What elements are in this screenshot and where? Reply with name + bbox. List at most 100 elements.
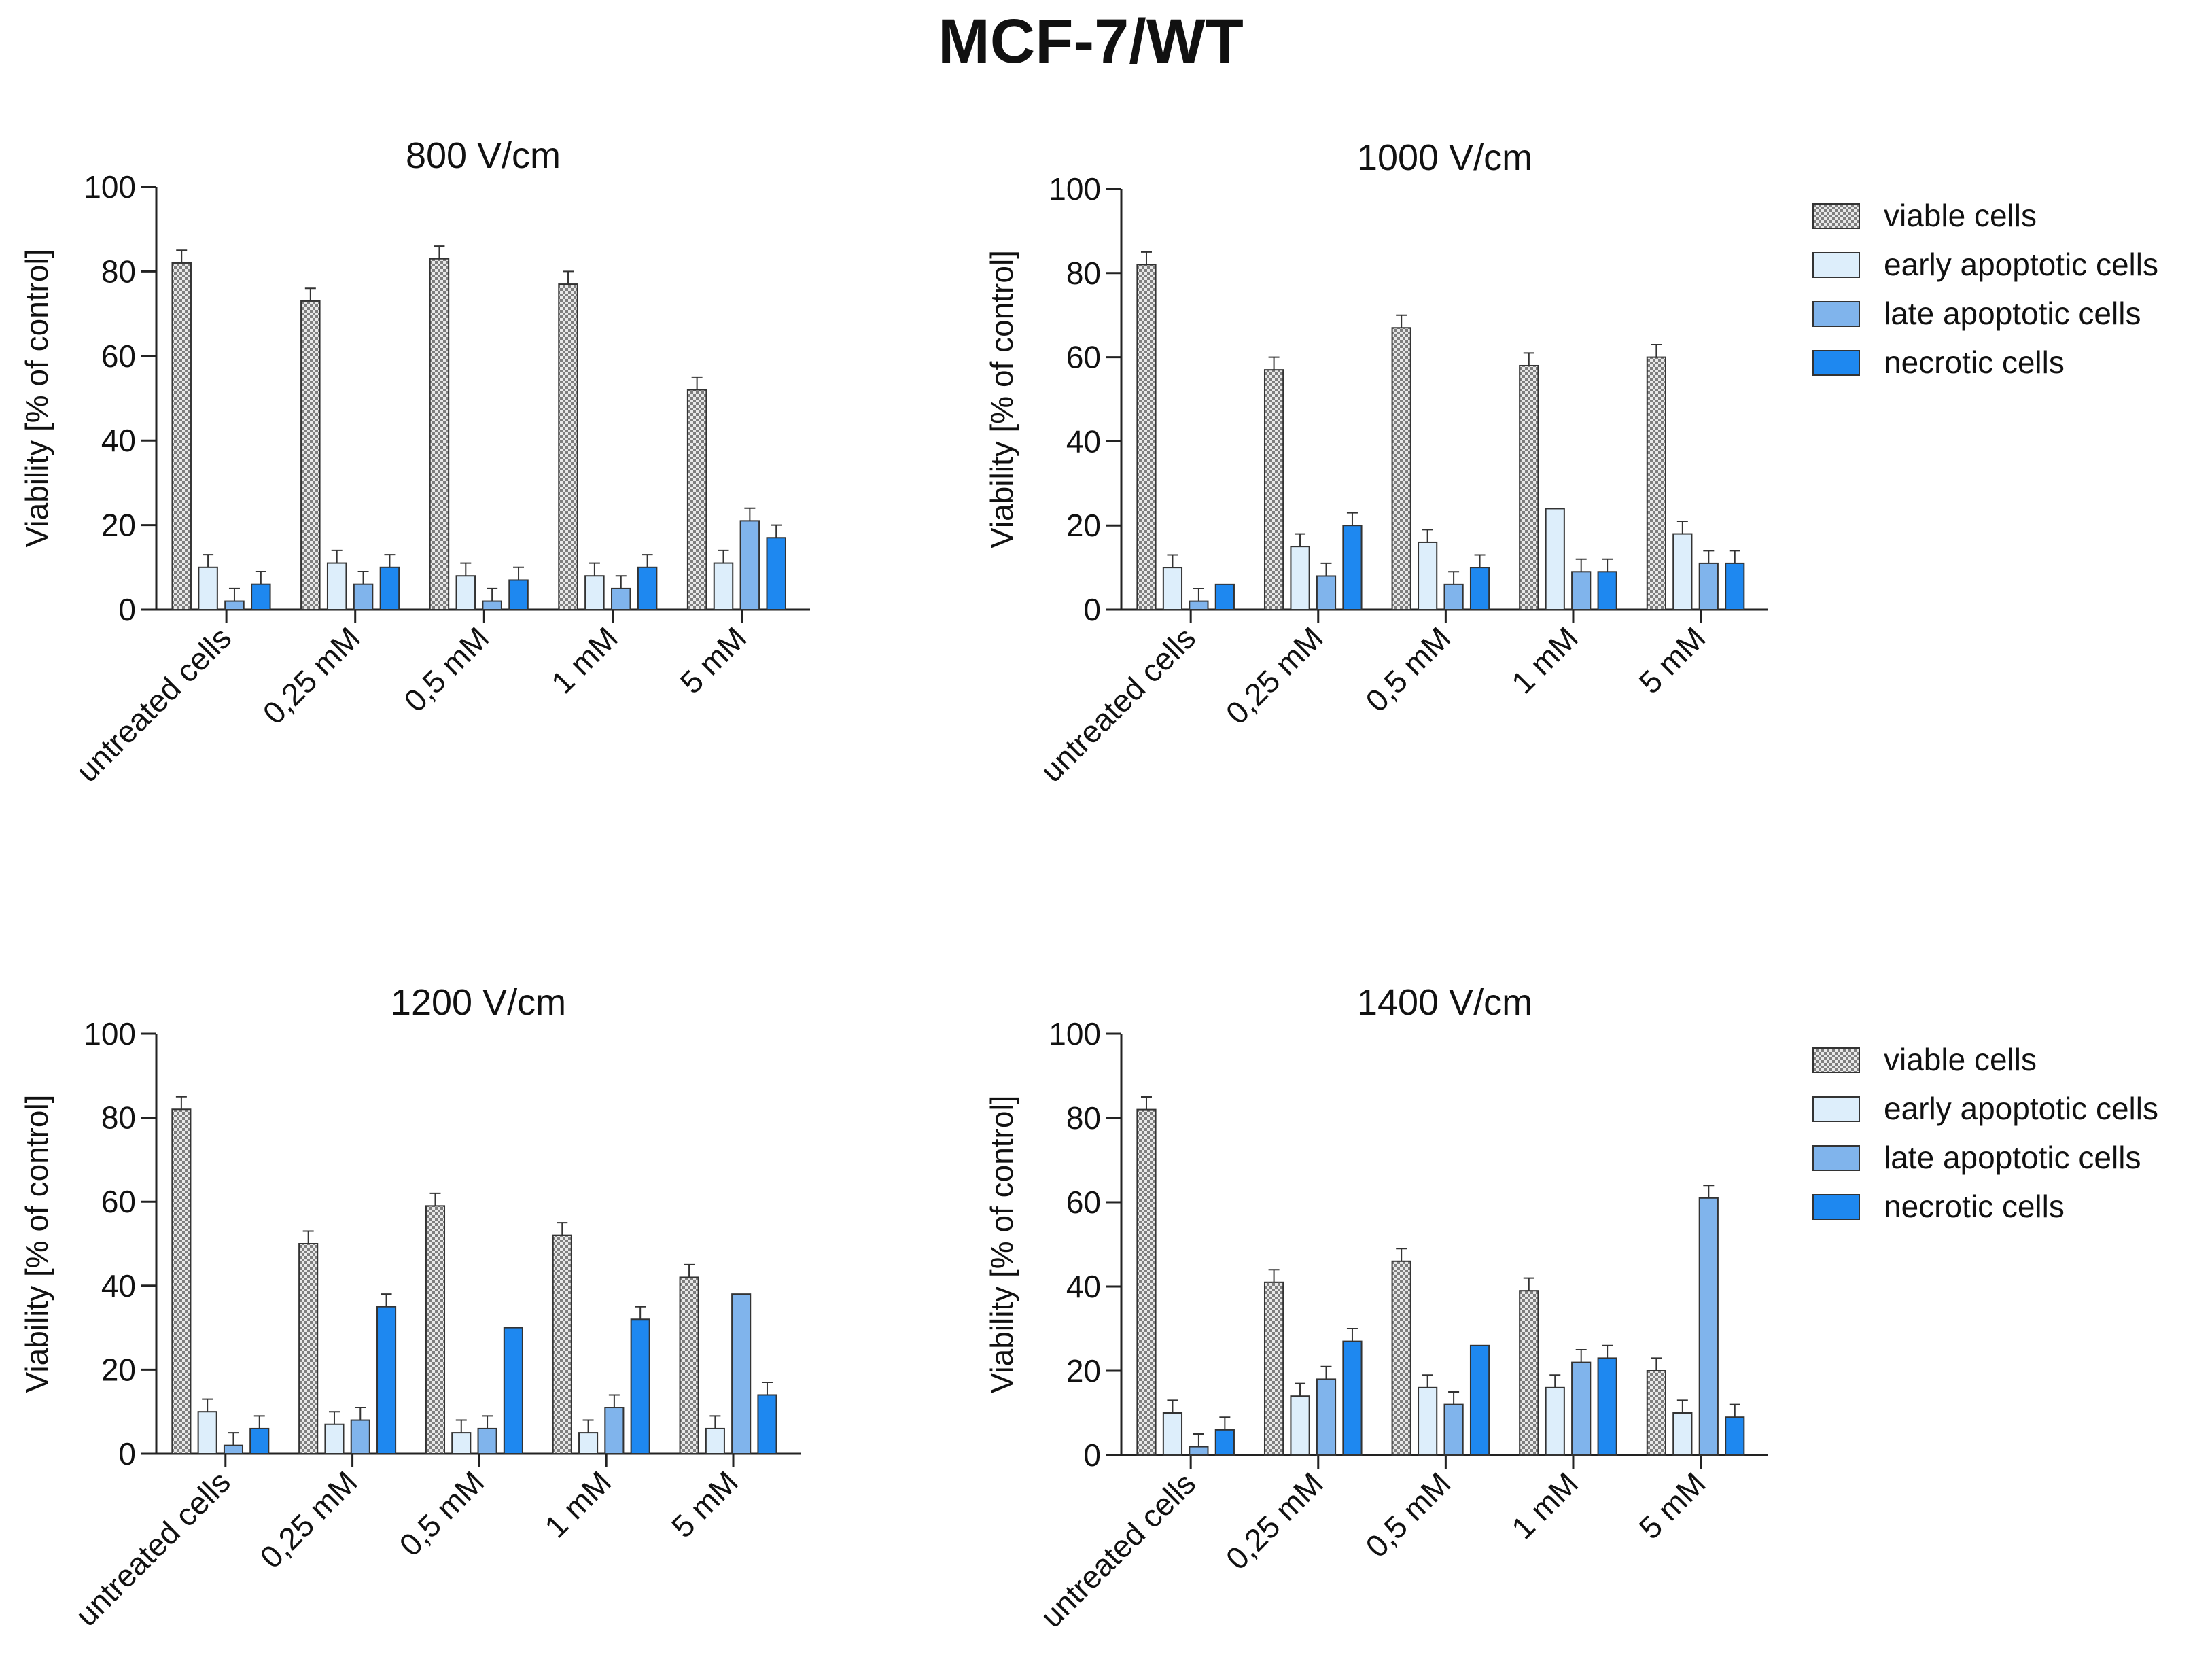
bar-early [713,562,734,611]
bar-viable [425,1205,446,1454]
bar-necrotic [1597,1357,1617,1456]
y-tick-label: 20 [1066,1353,1101,1388]
x-tick-label: 0,25 mM [256,620,366,731]
figure-title: MCF-7/WT [938,7,1244,76]
bar-viable [686,389,707,610]
y-tick-label: 0 [1083,592,1101,627]
bar-early [1418,541,1438,611]
bar-viable [171,1108,192,1454]
y-tick-label: 20 [1066,508,1101,543]
x-tick-label: 0,5 mM [392,1464,491,1562]
bar-late [1571,571,1592,610]
legend-label-late: late apoptotic cells [1884,1140,2141,1175]
bar-early [1162,567,1183,610]
bar-late [1316,1378,1337,1456]
x-tick-label: 5 mM [665,1464,745,1544]
bar-viable [1519,364,1539,610]
y-axis-label: Viability [% of control] [984,1096,1019,1394]
bar-late [224,600,245,610]
y-tick-label: 80 [1066,256,1101,291]
legend-bottom: viable cells early apoptotic cells late … [1812,1042,2158,1224]
legend-top: viable cells early apoptotic cells late … [1812,198,2158,380]
legend-swatch-necrotic [1812,1194,1860,1220]
bar-late [1316,575,1337,610]
bar-necrotic [1469,567,1490,610]
bar-viable [300,300,321,610]
y-tick-label: 40 [1066,1269,1101,1304]
legend-swatch-early [1812,1096,1860,1122]
y-axis-label: Viability [% of control] [984,250,1019,548]
chart-panel: 1400 V/cm Viability [% of control] 0 20 40 60… [984,982,1768,1634]
x-tick-label: 5 mM [1632,1465,1713,1545]
bar-necrotic [1725,1416,1745,1456]
bar-early [1545,1386,1565,1456]
legend-swatch-late [1812,1145,1860,1171]
legend-swatch-early [1812,252,1860,278]
bar-viable [679,1276,699,1454]
bar-early [1290,546,1310,611]
y-tick-label: 40 [101,1268,136,1304]
bar-necrotic [630,1318,650,1454]
bar-necrotic [251,583,271,610]
x-tick-label: 0,25 mM [253,1464,364,1575]
x-tick-label: 5 mM [673,620,753,700]
bar-necrotic [508,579,529,611]
chart-panel: 1000 V/cm Viability [% of control] 0 20 40 60… [984,137,1768,789]
bar-viable [1263,1281,1284,1456]
bar-early [455,575,476,610]
bar-necrotic [1214,1429,1235,1456]
chart-title: 1200 V/cm [391,982,566,1023]
y-tick-label: 20 [101,1352,136,1387]
chart-panel: 1200 V/cm Viability [% of control] 0 20 40 60… [19,982,801,1633]
bar-viable [171,262,192,610]
bar-necrotic [757,1394,777,1454]
legend-swatch-viable [1812,1047,1860,1073]
y-tick-label: 100 [84,1016,136,1051]
bar-early [324,1423,345,1454]
bar-viable [552,1234,572,1454]
bar-viable [1391,327,1411,610]
x-tick-label: 1 mM [1505,620,1585,700]
bar-late [611,587,631,611]
y-tick-label: 0 [118,592,136,627]
bar-late [482,600,502,610]
panels: 800 V/cm Viability [% of control] 0 20 40 60 8… [19,135,1768,1634]
bar-late [1571,1361,1592,1456]
bar-late [1698,1197,1719,1456]
y-tick-label: 80 [101,1100,136,1136]
bar-necrotic [766,537,786,611]
y-tick-label: 60 [101,1184,136,1219]
legend-label-early: early apoptotic cells [1884,247,2158,282]
chart-title: 1400 V/cm [1357,982,1532,1023]
x-tick-label: 0,5 mM [1358,1465,1457,1564]
chart-panel: 800 V/cm Viability [% of control] 0 20 40 60 8… [19,135,810,789]
y-tick-label: 40 [101,423,136,458]
bar-late [1189,600,1209,610]
y-tick-label: 80 [101,253,136,289]
x-tick-label: 1 mM [544,620,625,700]
bar-viable [1391,1260,1411,1456]
bar-late [731,1293,752,1455]
bar-early [1162,1412,1183,1456]
bar-late [477,1427,497,1454]
y-tick-label: 100 [1049,171,1101,207]
bar-necrotic [1342,525,1363,611]
y-tick-label: 60 [1066,1185,1101,1220]
bar-necrotic [379,566,400,610]
bar-viable [429,258,450,610]
bar-late [1443,583,1464,610]
legend-label-necrotic: necrotic cells [1884,1189,2065,1224]
bar-necrotic [1597,571,1617,610]
bar-viable [1646,1370,1666,1456]
x-tick-label: 5 mM [1632,620,1713,700]
y-tick-label: 60 [101,338,136,374]
bar-necrotic [376,1306,397,1454]
bar-early [198,566,218,610]
y-tick-label: 20 [101,508,136,543]
legend-swatch-necrotic [1812,350,1860,376]
y-axis-label: Viability [% of control] [19,249,54,548]
bar-early [1672,1412,1693,1456]
bar-viable [1263,369,1284,610]
bar-necrotic [1469,1344,1490,1456]
